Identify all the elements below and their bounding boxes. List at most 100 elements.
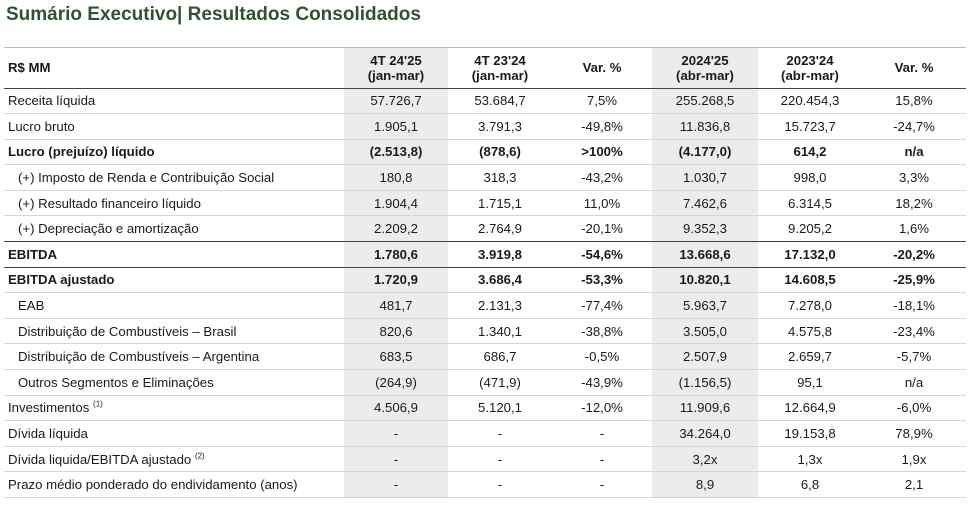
table-row: Receita líquida 57.726,7 53.684,7 7,5% 255.2… [4, 88, 966, 115]
row-label: (+) Depreciação e amortização [4, 215, 344, 243]
cell-value: (878,6) [448, 139, 552, 166]
cell-value: 8,9 [652, 471, 758, 498]
header-2425: 2024'25 (abr-mar) [652, 48, 758, 89]
row-label: EBITDA ajustado [4, 267, 344, 294]
cell-value: - [552, 471, 652, 498]
row-label: Dívida líquida [4, 420, 344, 447]
cell-value: -43,2% [552, 164, 652, 191]
cell-value: - [344, 446, 448, 473]
cell-value: 180,8 [344, 164, 448, 191]
cell-value: 7.462,6 [652, 190, 758, 217]
cell-value: 3,2x [652, 446, 758, 473]
cell-value: 53.684,7 [448, 88, 552, 115]
table-row: (+) Resultado financeiro líquido 1.904,4 1… [4, 190, 966, 217]
cell-value: 19.153,8 [758, 420, 862, 447]
header-4t2425: 4T 24'25 (jan-mar) [344, 48, 448, 89]
cell-value: 220.454,3 [758, 88, 862, 115]
cell-value: -20,1% [552, 215, 652, 243]
cell-value: 2.131,3 [448, 292, 552, 319]
cell-value: 15,8% [862, 88, 966, 115]
cell-value: 15.723,7 [758, 113, 862, 140]
cell-value: 4.506,9 [344, 395, 448, 422]
cell-value: n/a [862, 369, 966, 396]
cell-value: 5.963,7 [652, 292, 758, 319]
table-row: EBITDA 1.780,6 3.919,8 -54,6% 13.668,6 17.132… [4, 241, 966, 268]
cell-value: 2.659,7 [758, 343, 862, 371]
cell-value: >100% [552, 139, 652, 166]
cell-value: - [448, 446, 552, 473]
table-row: Distribuição de Combustíveis – Argentina… [4, 343, 966, 371]
cell-value: 57.726,7 [344, 88, 448, 115]
cell-value: -18,1% [862, 292, 966, 319]
cell-value: -24,7% [862, 113, 966, 140]
table-row: (+) Depreciação e amortização 2.209,2 2.76… [4, 215, 966, 243]
cell-value: 820,6 [344, 318, 448, 345]
cell-value: 12.664,9 [758, 395, 862, 422]
row-label: Receita líquida [4, 88, 344, 115]
cell-value: 1.905,1 [344, 113, 448, 140]
cell-value: -53,3% [552, 267, 652, 294]
row-label: Outros Segmentos e Eliminações [4, 369, 344, 396]
table-row: Lucro bruto 1.905,1 3.791,3 -49,8% 11.836,8 1… [4, 113, 966, 140]
cell-value: 11.909,6 [652, 395, 758, 422]
cell-value: 6,8 [758, 471, 862, 498]
cell-value: 5.120,1 [448, 395, 552, 422]
row-label: Lucro bruto [4, 113, 344, 140]
cell-value: 683,5 [344, 343, 448, 371]
row-label: Distribuição de Combustíveis – Brasil [4, 318, 344, 345]
cell-value: -43,9% [552, 369, 652, 396]
row-label: (+) Resultado financeiro líquido [4, 190, 344, 217]
cell-value: 6.314,5 [758, 190, 862, 217]
cell-value: 95,1 [758, 369, 862, 396]
cell-value: -5,7% [862, 343, 966, 371]
row-label: EAB [4, 292, 344, 319]
cell-value: 2,1 [862, 471, 966, 498]
cell-value: 481,7 [344, 292, 448, 319]
row-label: Prazo médio ponderado do endividamento (… [4, 471, 344, 498]
cell-value: -38,8% [552, 318, 652, 345]
table-row: EBITDA ajustado 1.720,9 3.686,4 -53,3% 10.82… [4, 267, 966, 294]
row-label: (+) Imposto de Renda e Contribuição Soci… [4, 164, 344, 191]
page-title: Sumário Executivo| Resultados Consolidad… [6, 4, 421, 25]
cell-value: 318,3 [448, 164, 552, 191]
cell-value: 1.904,4 [344, 190, 448, 217]
cell-value: 7.278,0 [758, 292, 862, 319]
cell-value: -54,6% [552, 241, 652, 268]
footnote-marker: (1) [93, 400, 103, 410]
table-row: Lucro (prejuízo) líquido (2.513,8) (878,6)… [4, 139, 966, 166]
cell-value: - [448, 471, 552, 498]
cell-value: 1,3x [758, 446, 862, 473]
cell-value: 1,9x [862, 446, 966, 473]
cell-value: -25,9% [862, 267, 966, 294]
cell-value: 10.820,1 [652, 267, 758, 294]
cell-value: 34.264,0 [652, 420, 758, 447]
cell-value: 9.205,2 [758, 215, 862, 243]
table-row: Distribuição de Combustíveis – Brasil 820… [4, 318, 966, 345]
cell-value: 686,7 [448, 343, 552, 371]
cell-value: 1,6% [862, 215, 966, 243]
header-var-year: Var. % [862, 48, 966, 89]
cell-value: (471,9) [448, 369, 552, 396]
cell-value: -20,2% [862, 241, 966, 268]
cell-value: - [344, 420, 448, 447]
cell-value: 998,0 [758, 164, 862, 191]
cell-value: 614,2 [758, 139, 862, 166]
row-label: Dívida liquida/EBITDA ajustado (2) [4, 446, 344, 473]
cell-value: -77,4% [552, 292, 652, 319]
cell-value: -6,0% [862, 395, 966, 422]
table-row: Prazo médio ponderado do endividamento (… [4, 471, 966, 498]
cell-value: 4.575,8 [758, 318, 862, 345]
row-label: EBITDA [4, 241, 344, 268]
cell-value: (2.513,8) [344, 139, 448, 166]
cell-value: 2.764,9 [448, 215, 552, 243]
table-body: Receita líquida 57.726,7 53.684,7 7,5% 255.2… [4, 88, 966, 498]
table-row: Investimentos (1) 4.506,9 5.120,1 -12,0% 11.… [4, 395, 966, 422]
cell-value: 1.780,6 [344, 241, 448, 268]
header-2324: 2023'24 (abr-mar) [758, 48, 862, 89]
header-4t2324: 4T 23'24 (jan-mar) [448, 48, 552, 89]
header-var-quarter: Var. % [552, 48, 652, 89]
cell-value: -23,4% [862, 318, 966, 345]
table-row: Outros Segmentos e Eliminações (264,9) (47… [4, 369, 966, 396]
cell-value: 2.209,2 [344, 215, 448, 243]
